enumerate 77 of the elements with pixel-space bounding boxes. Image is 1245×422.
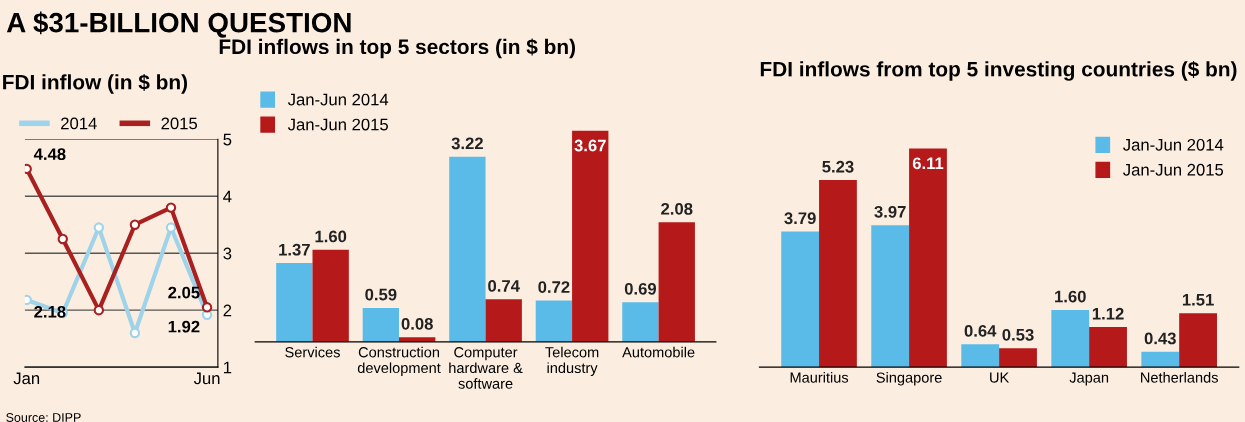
data-label: 0.43 — [1144, 332, 1176, 345]
legend-label: Jan-Jun 2014 — [1123, 138, 1224, 151]
bar — [1051, 309, 1090, 368]
bar — [658, 222, 695, 342]
bar — [276, 263, 313, 342]
data-label: 6.11 — [912, 157, 944, 170]
bar — [1179, 313, 1217, 368]
x-tick-label: Jun — [193, 372, 220, 385]
y-tick-label: 1 — [224, 361, 232, 374]
legend-label: Jan-Jun 2015 — [287, 118, 388, 131]
chart-title: FDI inflows in top 5 sectors (in $ bn) — [219, 38, 575, 59]
x-tick-label: Automobile — [622, 346, 695, 358]
point — [165, 222, 177, 233]
bar — [909, 148, 947, 368]
data-label: 0.53 — [1002, 328, 1034, 341]
data-label: 2.05 — [168, 286, 200, 299]
bar — [871, 225, 910, 368]
data-label: 1.12 — [1092, 307, 1124, 320]
point — [201, 302, 213, 313]
data-label: 1.37 — [279, 243, 310, 256]
data-label: 3.79 — [784, 212, 816, 225]
point — [57, 233, 68, 245]
bar — [1089, 327, 1127, 368]
x-tick-label: Computer hardware & software — [449, 347, 523, 389]
chart-title: FDI inflows from top 5 investing countries ($ bn) — [760, 60, 1237, 81]
bar — [312, 249, 349, 342]
bar — [999, 348, 1037, 368]
x-tick-label: Telecom industry — [545, 346, 599, 376]
y-tick-label: 4 — [223, 190, 232, 203]
data-label: 1.51 — [1182, 294, 1214, 306]
bar — [1141, 351, 1180, 368]
bar — [961, 344, 1000, 368]
bar — [362, 307, 400, 342]
chart-subtitle: FDI inflow (in $ bn) — [3, 73, 188, 94]
data-label: 3.22 — [451, 137, 483, 150]
bar — [485, 299, 522, 342]
point — [165, 202, 177, 213]
source-note: Source: DIPP — [6, 413, 81, 422]
point — [129, 219, 141, 230]
data-label: 5.23 — [822, 160, 854, 173]
bar — [622, 302, 659, 342]
x-tick-label: Mauritius — [790, 372, 849, 383]
y-tick-label: 2 — [223, 304, 232, 317]
data-label: 1.92 — [168, 320, 200, 333]
x-tick-label: Jan — [13, 372, 40, 385]
data-label: 2.08 — [661, 202, 693, 215]
y-tick-label: 5 — [223, 133, 232, 146]
data-label: 2.18 — [34, 305, 66, 318]
data-label: 3.97 — [874, 205, 906, 218]
bar — [572, 130, 609, 342]
data-label: 3.67 — [574, 139, 606, 152]
bar — [449, 156, 486, 342]
x-tick-label: Construction development — [357, 346, 441, 376]
bar — [781, 231, 820, 368]
point — [93, 222, 105, 233]
data-label: 0.64 — [964, 324, 997, 337]
data-label: 4.48 — [33, 148, 66, 161]
legend-label: Jan-Jun 2015 — [1123, 163, 1224, 176]
data-label: 1.60 — [1055, 290, 1086, 303]
x-tick-label: Singapore — [876, 372, 942, 386]
x-tick-label: Services — [285, 346, 340, 358]
legend-label: 2014 — [61, 117, 97, 130]
data-label: 1.60 — [315, 230, 347, 243]
chart-title: A $31-BILLION QUESTION — [6, 11, 351, 38]
x-tick-label: Netherlands — [1141, 372, 1218, 383]
x-tick-label: UK — [990, 372, 1010, 383]
legend-label: Jan-Jun 2014 — [287, 93, 389, 106]
data-label: 0.59 — [365, 288, 397, 301]
data-label: 0.08 — [401, 317, 433, 330]
bar — [819, 180, 857, 368]
data-label: 0.69 — [624, 282, 657, 295]
bar — [535, 300, 573, 342]
x-tick-label: Japan — [1069, 372, 1109, 386]
data-label: 0.74 — [488, 280, 520, 292]
y-tick-label: 3 — [223, 247, 232, 260]
data-label: 0.72 — [538, 281, 570, 293]
legend-label: 2015 — [161, 117, 198, 130]
